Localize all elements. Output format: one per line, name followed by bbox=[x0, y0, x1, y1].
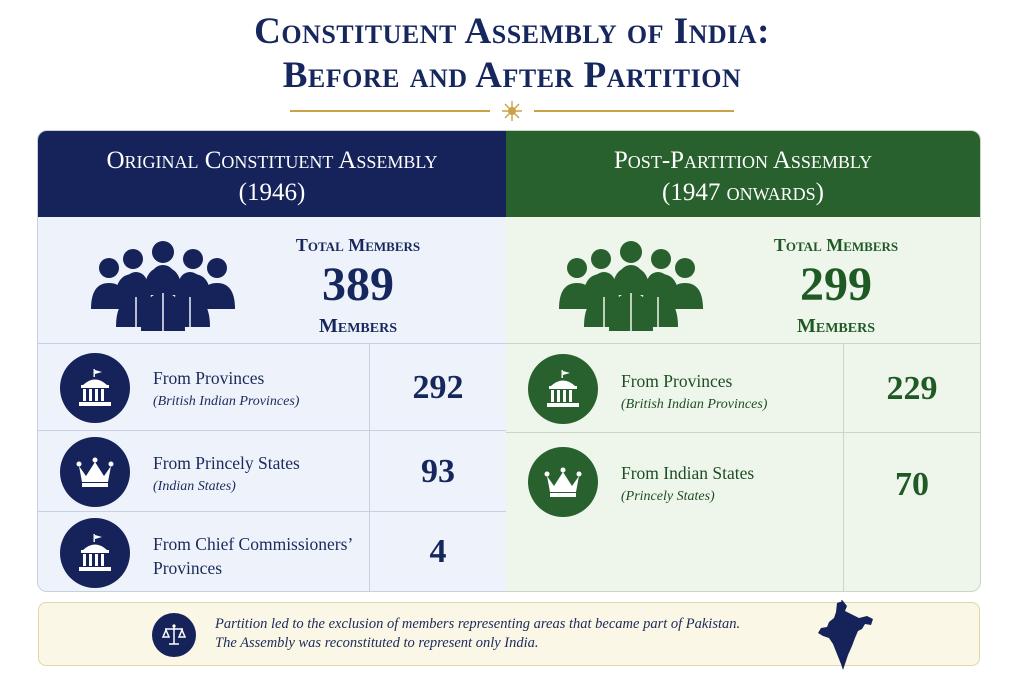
post-row-provinces-value: 229 bbox=[843, 344, 980, 432]
post-heading-line-2: (1947 onwards) bbox=[662, 179, 824, 206]
government-building-icon bbox=[60, 518, 130, 588]
original-assembly-header: Original Constituent Assembly (1946) bbox=[38, 131, 506, 217]
post-row-provinces-subtitle: (British Indian Provinces) bbox=[621, 397, 768, 412]
group-of-people-icon bbox=[559, 241, 703, 331]
post-partition-panel: Post-Partition Assembly (1947 onwards) T… bbox=[506, 130, 981, 592]
page-title: Constituent Assembly of India: Before an… bbox=[0, 10, 1024, 98]
original-row-provinces-title: From Provinces bbox=[153, 368, 265, 388]
crown-icon bbox=[60, 437, 130, 507]
post-total-section: Total Members 299 Members bbox=[506, 217, 980, 344]
post-row-indian-states-subtitle: (Princely States) bbox=[621, 489, 715, 504]
post-row-indian-states-value: 70 bbox=[843, 433, 980, 592]
post-row-indian-states-title: From Indian States bbox=[621, 463, 755, 483]
scales-of-justice-icon bbox=[152, 613, 196, 657]
original-row-princely-value: 93 bbox=[369, 431, 506, 511]
original-row-princely-title: From Princely States bbox=[153, 453, 300, 473]
note-line-2: The Assembly was reconstituted to repres… bbox=[215, 635, 539, 651]
title-ornament bbox=[290, 100, 734, 122]
original-total-value: 389 bbox=[322, 258, 394, 311]
post-row-provinces-title: From Provinces bbox=[621, 371, 733, 391]
government-building-icon bbox=[60, 353, 130, 423]
government-building-icon bbox=[528, 354, 598, 424]
original-heading-line-2: (1946) bbox=[238, 179, 306, 206]
title-line-2: Before and After Partition bbox=[282, 55, 742, 96]
original-row-chief-title: From Chief Commissioners’ bbox=[153, 534, 354, 554]
note-text: Partition led to the exclusion of member… bbox=[215, 615, 740, 653]
india-map-icon bbox=[818, 600, 873, 670]
original-row-princely-subtitle: (Indian States) bbox=[153, 479, 236, 494]
title-line-1: Constituent Assembly of India: bbox=[254, 11, 770, 52]
post-heading-line-1: Post-Partition Assembly bbox=[613, 147, 873, 174]
original-heading-line-1: Original Constituent Assembly bbox=[106, 147, 438, 174]
original-row-provinces-subtitle: (British Indian Provinces) bbox=[153, 394, 300, 409]
original-total-section: Total Members 389 Members bbox=[38, 217, 506, 344]
original-assembly-panel: Original Constituent Assembly (1946) Tot… bbox=[37, 130, 507, 592]
post-row-indian-states: From Indian States (Princely States) 70 bbox=[506, 433, 980, 592]
original-total-unit: Members bbox=[318, 315, 397, 337]
original-row-princely-states: From Princely States (Indian States) 93 bbox=[38, 431, 506, 512]
post-total-unit: Members bbox=[796, 315, 875, 337]
crown-icon bbox=[528, 447, 598, 517]
original-row-chief-commissioners: From Chief Commissioners’ Provinces 4 bbox=[38, 512, 506, 592]
post-total-label: Total Members bbox=[773, 235, 899, 255]
post-row-provinces: From Provinces (British Indian Provinces… bbox=[506, 344, 980, 433]
original-total-label: Total Members bbox=[295, 235, 421, 255]
note-line-1: Partition led to the exclusion of member… bbox=[215, 616, 741, 632]
original-row-provinces-value: 292 bbox=[369, 344, 506, 430]
original-row-chief-value: 4 bbox=[369, 512, 506, 592]
original-row-provinces: From Provinces (British Indian Provinces… bbox=[38, 344, 506, 431]
post-partition-header: Post-Partition Assembly (1947 onwards) bbox=[506, 131, 980, 217]
post-total-value: 299 bbox=[800, 258, 872, 311]
original-row-chief-subtitle: Provinces bbox=[153, 558, 223, 578]
sun-ornament-icon bbox=[502, 101, 522, 121]
group-of-people-icon bbox=[91, 241, 235, 331]
